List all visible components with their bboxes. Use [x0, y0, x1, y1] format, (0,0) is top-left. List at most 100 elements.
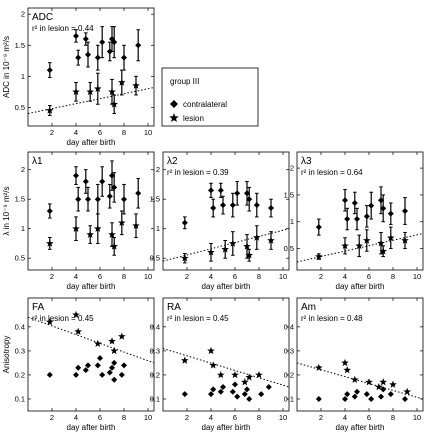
lesion-point — [132, 81, 140, 89]
contralateral-point — [99, 371, 106, 378]
y-tick-label: 0.2 — [150, 370, 160, 379]
contralateral-point — [109, 364, 115, 371]
lesion-point — [110, 346, 118, 355]
contralateral-point — [75, 364, 82, 371]
contralateral-point — [73, 371, 79, 378]
contralateral-point — [121, 54, 127, 61]
legend-title: group III — [170, 77, 199, 86]
y-tick-label: 0.5 — [150, 254, 160, 263]
x-axis-label: day after birth — [67, 282, 116, 291]
lesion-point — [221, 245, 229, 253]
x-tick-label: 8 — [257, 413, 261, 422]
x-axis-label: day after birth — [202, 423, 251, 432]
lesion-point — [108, 230, 116, 238]
legend-label-contralateral: contralateral — [183, 100, 227, 109]
y-tick-label: 1 — [21, 72, 25, 81]
legend-entry-contralateral: contralateral — [170, 100, 227, 109]
panel-title: FA — [32, 302, 45, 313]
x-tick-label: 6 — [367, 272, 371, 281]
lesion-point — [118, 218, 126, 227]
x-tick-label: 2 — [185, 272, 189, 281]
contralateral-point — [73, 172, 79, 179]
lesion-point — [229, 239, 237, 247]
y-tick-label: 0.1 — [284, 394, 294, 403]
y-tick-label: 0.3 — [284, 346, 294, 355]
x-tick-label: 6 — [98, 272, 102, 281]
x-tick-label: 10 — [144, 272, 152, 281]
legend-box — [161, 67, 259, 127]
plot-frame — [296, 151, 424, 271]
y-tick-label: 0.3 — [15, 346, 25, 355]
x-tick-label: 2 — [185, 413, 189, 422]
panel-title: Am — [301, 302, 316, 313]
contralateral-point — [208, 187, 214, 194]
lesion-point — [403, 387, 411, 395]
contralateral-point — [73, 32, 79, 39]
lesion-point — [94, 339, 102, 347]
y-tick-label: 0.4 — [150, 322, 160, 331]
x-tick-label: 10 — [413, 272, 421, 281]
x-tick-label: 8 — [257, 272, 261, 281]
contralateral-point — [99, 39, 106, 46]
lesion-point — [132, 221, 140, 229]
y-tick-label: 0.5 — [15, 254, 25, 263]
contralateral-point — [85, 196, 91, 203]
legend-entry-lesion: lesion — [169, 113, 204, 123]
lesion-point — [86, 87, 94, 96]
y-tick-label: 2 — [21, 10, 25, 19]
x-tick-label: 4 — [209, 413, 213, 422]
contralateral-point — [342, 197, 348, 204]
x-axis-label: day after birth — [336, 423, 385, 432]
diamond-marker-icon — [170, 100, 178, 108]
contralateral-point — [181, 391, 188, 398]
contralateral-point — [268, 205, 274, 212]
contralateral-point — [75, 54, 82, 61]
x-tick-label: 4 — [74, 128, 78, 137]
contralateral-point — [118, 371, 125, 378]
lesion-point — [181, 254, 189, 262]
lesion-point — [72, 310, 80, 319]
y-tick-label: 2 — [156, 165, 160, 174]
lesion-point — [217, 370, 225, 379]
contralateral-point — [378, 197, 384, 204]
lesion-point — [94, 224, 102, 232]
r-squared-annotation: r² in lesion = 0.39 — [167, 168, 229, 177]
x-tick-label: 6 — [98, 413, 102, 422]
contralateral-point — [354, 388, 360, 395]
lesion-point — [387, 233, 395, 242]
contralateral-point — [229, 388, 236, 395]
contralateral-point — [85, 362, 91, 369]
x-tick-label: 4 — [74, 413, 78, 422]
contralateral-point — [344, 391, 351, 398]
lesion-point — [315, 363, 323, 371]
contralateral-point — [94, 54, 101, 61]
lesion-point — [110, 242, 118, 250]
contralateral-point — [220, 202, 226, 209]
panel-1: 2 4 6 8 10 0.5 1 1.5 2 λ1 day after birth λ in 10⁻⁹… — [2, 151, 155, 291]
contralateral-point — [387, 391, 394, 398]
contralateral-point — [135, 190, 142, 197]
contralateral-point — [85, 51, 91, 58]
contralateral-point — [94, 196, 101, 203]
contralateral-point — [387, 210, 394, 217]
lesion-point — [365, 378, 373, 386]
lesion-point — [375, 382, 383, 391]
y-tick-label: 1 — [156, 224, 160, 233]
contralateral-point — [344, 216, 351, 223]
legend-label-lesion: lesion — [183, 114, 204, 123]
regression-line — [27, 316, 155, 364]
x-tick-label: 10 — [144, 128, 152, 137]
contralateral-point — [363, 391, 370, 398]
lesion-point — [351, 375, 359, 383]
x-tick-label: 2 — [319, 413, 323, 422]
lesion-point — [46, 106, 54, 114]
panel-title: ADC — [32, 12, 53, 23]
lesion-point — [86, 230, 94, 238]
y-tick-label: 0.1 — [15, 394, 25, 403]
lesion-point — [110, 100, 118, 108]
contralateral-point — [106, 369, 113, 376]
contralateral-point — [378, 393, 384, 400]
